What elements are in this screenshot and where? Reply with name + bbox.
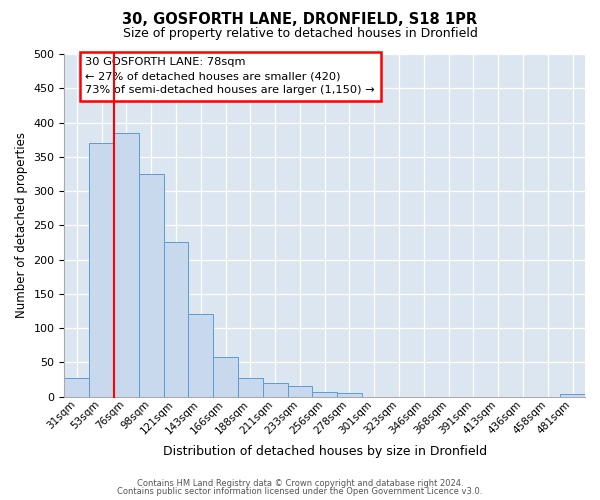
Bar: [263, 383, 287, 396]
Bar: [89, 143, 114, 397]
Bar: [64, 378, 89, 396]
Bar: [188, 314, 213, 396]
Bar: [560, 394, 585, 396]
Text: Contains public sector information licensed under the Open Government Licence v3: Contains public sector information licen…: [118, 487, 482, 496]
Bar: [164, 242, 188, 396]
Bar: [213, 357, 238, 397]
Bar: [114, 133, 139, 396]
Text: 30 GOSFORTH LANE: 78sqm
← 27% of detached houses are smaller (420)
73% of semi-d: 30 GOSFORTH LANE: 78sqm ← 27% of detache…: [85, 58, 375, 96]
Text: 30, GOSFORTH LANE, DRONFIELD, S18 1PR: 30, GOSFORTH LANE, DRONFIELD, S18 1PR: [122, 12, 478, 28]
Bar: [313, 392, 337, 396]
X-axis label: Distribution of detached houses by size in Dronfield: Distribution of detached houses by size …: [163, 444, 487, 458]
Bar: [287, 386, 313, 396]
Bar: [337, 393, 362, 396]
Bar: [238, 378, 263, 396]
Y-axis label: Number of detached properties: Number of detached properties: [15, 132, 28, 318]
Bar: [139, 174, 164, 396]
Text: Contains HM Land Registry data © Crown copyright and database right 2024.: Contains HM Land Registry data © Crown c…: [137, 478, 463, 488]
Text: Size of property relative to detached houses in Dronfield: Size of property relative to detached ho…: [122, 28, 478, 40]
